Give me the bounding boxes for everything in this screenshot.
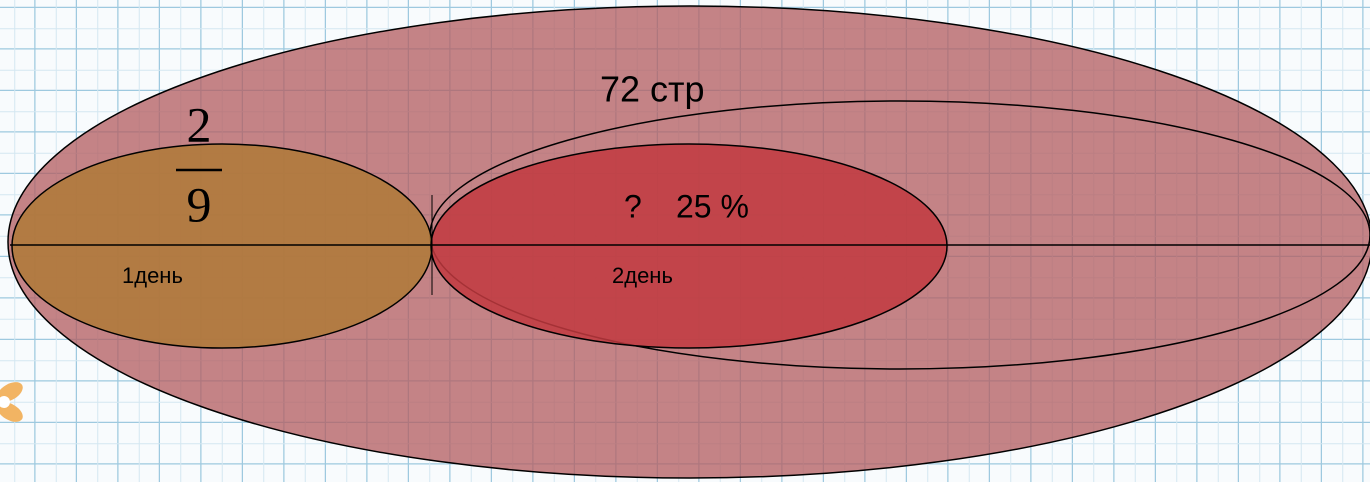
day1-label: 1день bbox=[122, 263, 183, 288]
flower-icon bbox=[0, 382, 23, 422]
fraction-numerator: 2 bbox=[187, 96, 212, 152]
day1-ellipse bbox=[11, 143, 433, 349]
day2-label: 2день bbox=[612, 263, 673, 288]
total-label: 72 стр bbox=[600, 69, 705, 110]
fraction-denominator: 9 bbox=[187, 176, 212, 232]
percent-label: 25 % bbox=[676, 188, 749, 224]
day2-ellipse bbox=[430, 143, 948, 349]
question-label: ? bbox=[624, 188, 642, 224]
